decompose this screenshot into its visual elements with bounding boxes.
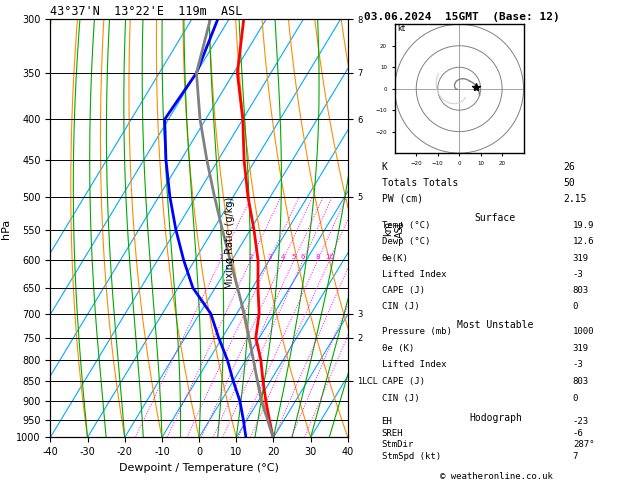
Text: © weatheronline.co.uk: © weatheronline.co.uk	[440, 472, 554, 481]
Text: Pressure (mb): Pressure (mb)	[382, 327, 452, 336]
Text: PW (cm): PW (cm)	[382, 194, 423, 204]
Text: 8: 8	[316, 254, 320, 260]
Text: CIN (J): CIN (J)	[382, 302, 419, 311]
Y-axis label: hPa: hPa	[1, 218, 11, 239]
Text: -6: -6	[573, 429, 584, 437]
Text: Temp (°C): Temp (°C)	[382, 221, 430, 230]
Text: 1000: 1000	[573, 327, 594, 336]
Text: Mixing Ratio (g/kg): Mixing Ratio (g/kg)	[225, 197, 235, 289]
Text: Lifted Index: Lifted Index	[382, 360, 446, 369]
Text: 5: 5	[292, 254, 296, 260]
Text: 4: 4	[281, 254, 286, 260]
Text: 2.15: 2.15	[563, 194, 587, 204]
Text: Surface: Surface	[475, 213, 516, 223]
Text: 2: 2	[248, 254, 253, 260]
Text: Lifted Index: Lifted Index	[382, 270, 446, 279]
Text: 803: 803	[573, 377, 589, 386]
Text: Totals Totals: Totals Totals	[382, 178, 458, 188]
Text: θe(K): θe(K)	[382, 254, 408, 262]
Text: 803: 803	[573, 286, 589, 295]
Text: 26: 26	[563, 162, 575, 172]
Text: K: K	[382, 162, 387, 172]
Text: CAPE (J): CAPE (J)	[382, 286, 425, 295]
Text: EH: EH	[382, 417, 392, 426]
Text: 6: 6	[301, 254, 305, 260]
Text: 50: 50	[563, 178, 575, 188]
Text: 03.06.2024  15GMT  (Base: 12): 03.06.2024 15GMT (Base: 12)	[364, 12, 560, 22]
Text: Most Unstable: Most Unstable	[457, 320, 533, 330]
Text: SREH: SREH	[382, 429, 403, 437]
Text: 10: 10	[325, 254, 334, 260]
Text: -3: -3	[573, 360, 584, 369]
Text: -3: -3	[573, 270, 584, 279]
Text: 319: 319	[573, 344, 589, 353]
Text: 3: 3	[267, 254, 272, 260]
Text: CIN (J): CIN (J)	[382, 394, 419, 402]
Y-axis label: km
ASL: km ASL	[384, 219, 405, 238]
Text: 1: 1	[218, 254, 223, 260]
Text: θe (K): θe (K)	[382, 344, 414, 353]
Text: StmSpd (kt): StmSpd (kt)	[382, 452, 441, 461]
Text: kt: kt	[397, 24, 405, 33]
X-axis label: Dewpoint / Temperature (°C): Dewpoint / Temperature (°C)	[119, 463, 279, 473]
Text: Dewp (°C): Dewp (°C)	[382, 237, 430, 246]
Text: 43°37'N  13°22'E  119m  ASL: 43°37'N 13°22'E 119m ASL	[50, 5, 243, 18]
Text: Hodograph: Hodograph	[469, 413, 522, 423]
Text: -23: -23	[573, 417, 589, 426]
Text: 19.9: 19.9	[573, 221, 594, 230]
Text: 319: 319	[573, 254, 589, 262]
Text: 12.6: 12.6	[573, 237, 594, 246]
Text: CAPE (J): CAPE (J)	[382, 377, 425, 386]
Text: 7: 7	[573, 452, 578, 461]
Text: 0: 0	[573, 394, 578, 402]
Text: 287°: 287°	[573, 440, 594, 450]
Text: StmDir: StmDir	[382, 440, 414, 450]
Text: 0: 0	[573, 302, 578, 311]
